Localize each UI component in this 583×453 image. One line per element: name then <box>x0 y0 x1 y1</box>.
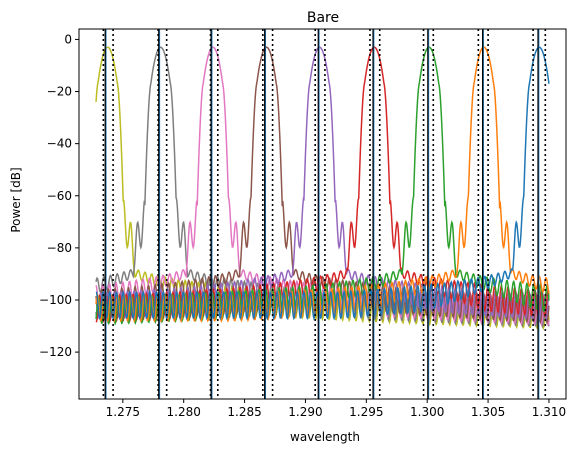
y-tick-label: 0 <box>64 32 72 46</box>
x-tick-label: 1.290 <box>288 405 322 419</box>
y-tick-label: −100 <box>39 293 72 307</box>
vline-layer <box>102 29 547 399</box>
series-line <box>95 46 550 321</box>
y-tick-label: −80 <box>47 241 72 255</box>
x-tick-label: 1.300 <box>410 405 444 419</box>
x-axis-ticks: 1.275 1.280 1.285 1.290 1.295 1.300 1.305 1.310 <box>106 399 566 419</box>
y-axis-ticks: 0 −20 −40 −60 −80 −100 −120 <box>39 32 79 359</box>
y-tick-label: −60 <box>47 189 72 203</box>
x-tick-label: 1.280 <box>167 405 201 419</box>
y-tick-label: −40 <box>47 137 72 151</box>
x-axis-label: wavelength <box>290 430 360 444</box>
chart-title: Bare <box>307 10 339 26</box>
y-tick-label: −120 <box>39 345 72 359</box>
series-layer <box>95 46 550 331</box>
x-tick-label: 1.295 <box>349 405 383 419</box>
y-tick-label: −20 <box>47 85 72 99</box>
x-tick-label: 1.310 <box>532 405 566 419</box>
x-tick-label: 1.275 <box>106 405 140 419</box>
x-tick-label: 1.285 <box>227 405 261 419</box>
y-axis-label: Power [dB] <box>9 167 23 232</box>
x-tick-label: 1.305 <box>471 405 505 419</box>
axes-frame <box>78 28 567 400</box>
